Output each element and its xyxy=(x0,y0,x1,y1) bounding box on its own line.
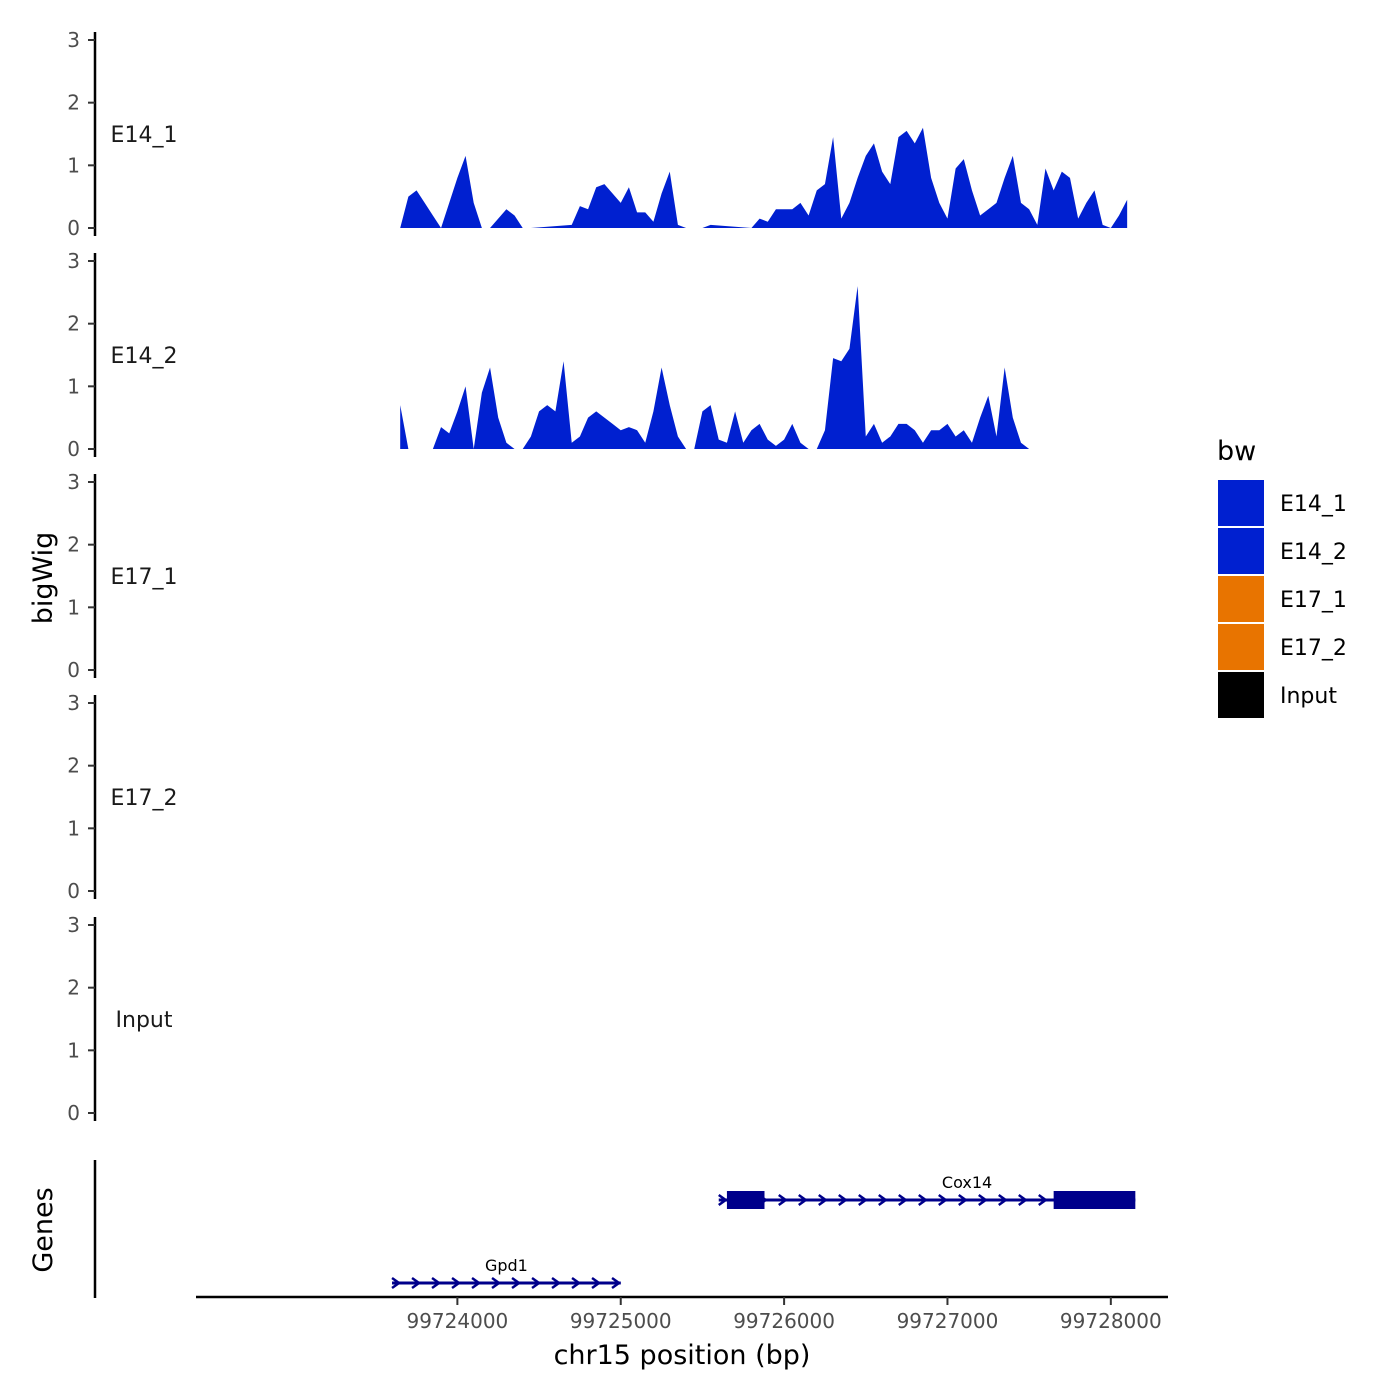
track-label: Input xyxy=(116,1008,173,1033)
x-axis-title: chr15 position (bp) xyxy=(554,1340,811,1371)
strand-arrow-icon xyxy=(511,1276,522,1290)
track-label: E14_1 xyxy=(111,123,178,148)
y-tick-label: 2 xyxy=(67,312,80,336)
y-tick-label: 0 xyxy=(67,658,80,682)
track-input: 0 1 2 3 Input xyxy=(67,913,173,1125)
legend-swatch xyxy=(1218,480,1264,526)
strand-arrow-icon xyxy=(531,1276,542,1290)
legend-swatch xyxy=(1218,672,1264,718)
track-label: E17_1 xyxy=(111,565,178,590)
strand-arrow-icon xyxy=(1018,1193,1028,1207)
strand-arrow-icon xyxy=(878,1193,888,1207)
legend: bw E14_1 E14_2 E17_1 E17_2 Input xyxy=(1217,436,1347,718)
y-tick-label: 3 xyxy=(67,470,80,494)
y-tick-label: 1 xyxy=(67,595,80,619)
x-tick-label: 99727000 xyxy=(897,1309,999,1333)
strand-arrow-icon xyxy=(858,1193,868,1207)
strand-arrow-icon xyxy=(611,1276,622,1290)
strand-arrow-icon xyxy=(411,1276,422,1290)
y-tick-label: 3 xyxy=(67,28,80,52)
y-tick-label: 3 xyxy=(67,249,80,273)
legend-label: E17_2 xyxy=(1280,636,1347,661)
track-e14_1: 0 1 2 3 E14_1 xyxy=(67,28,1128,240)
x-tick-label: 99726000 xyxy=(733,1309,835,1333)
y-tick-label: 2 xyxy=(67,533,80,557)
gene-label: Gpd1 xyxy=(485,1256,528,1275)
y-tick-label: 0 xyxy=(67,437,80,461)
strand-arrow-icon xyxy=(838,1193,848,1207)
y-axis-title: bigWig xyxy=(28,532,59,625)
gene-exon xyxy=(1053,1191,1136,1209)
strand-arrow-icon xyxy=(1038,1193,1048,1207)
legend-swatch xyxy=(1218,576,1264,622)
y-tick-label: 0 xyxy=(67,1101,80,1125)
x-tick-label: 99725000 xyxy=(570,1309,672,1333)
strand-arrow-icon xyxy=(818,1193,828,1207)
legend-label: E17_1 xyxy=(1280,588,1347,613)
y-tick-label: 0 xyxy=(67,879,80,903)
y-tick-label: 0 xyxy=(67,216,80,240)
legend-label: Input xyxy=(1280,684,1337,709)
legend-entry-input: Input xyxy=(1218,672,1337,718)
gene-track: Cox14 Gpd1 xyxy=(93,1160,1136,1298)
gene-label: Cox14 xyxy=(942,1173,992,1192)
signal-tracks: 0 1 2 3 E14_1 0 1 2 3 E14_2 0 1 2 3 E17_1 0 1 2 3 E17_2 0 1 2 3… xyxy=(67,28,1128,1125)
legend-entry-e14_2: E14_2 xyxy=(1218,528,1347,574)
strand-arrow-icon xyxy=(718,1193,728,1207)
legend-entry-e17_1: E17_1 xyxy=(1218,576,1347,622)
y-tick-label: 2 xyxy=(67,976,80,1000)
strand-arrow-icon xyxy=(778,1193,788,1207)
legend-label: E14_2 xyxy=(1280,540,1347,565)
track-signal-area xyxy=(400,127,1128,228)
legend-entry-e14_1: E14_1 xyxy=(1218,480,1347,526)
track-e17_1: 0 1 2 3 E17_1 xyxy=(67,470,177,682)
strand-arrow-icon xyxy=(431,1276,442,1290)
y-tick-label: 2 xyxy=(67,91,80,115)
y-tick-label: 3 xyxy=(67,913,80,937)
genes-axis-title: Genes xyxy=(28,1187,59,1272)
y-tick-label: 3 xyxy=(67,691,80,715)
y-tick-label: 2 xyxy=(67,754,80,778)
strand-arrow-icon xyxy=(591,1276,602,1290)
legend-entry-e17_2: E17_2 xyxy=(1218,624,1347,670)
legend-swatch xyxy=(1218,624,1264,670)
x-tick-label: 99728000 xyxy=(1060,1309,1162,1333)
y-tick-label: 1 xyxy=(67,374,80,398)
strand-arrow-icon xyxy=(391,1276,402,1290)
y-tick-label: 1 xyxy=(67,816,80,840)
track-signal-area xyxy=(400,286,1128,449)
strand-arrow-icon xyxy=(978,1193,988,1207)
strand-arrow-icon xyxy=(471,1276,482,1290)
x-tick-label: 99724000 xyxy=(406,1309,508,1333)
strand-arrow-icon xyxy=(998,1193,1008,1207)
x-axis: 99724000 99725000 99726000 99727000 99728000 xyxy=(196,1295,1168,1333)
strand-arrow-icon xyxy=(491,1276,502,1290)
track-label: E14_2 xyxy=(111,344,178,369)
track-e17_2: 0 1 2 3 E17_2 xyxy=(67,691,177,903)
y-tick-label: 1 xyxy=(67,1038,80,1062)
strand-arrow-icon xyxy=(571,1276,582,1290)
legend-title: bw xyxy=(1217,436,1256,467)
legend-swatch xyxy=(1218,528,1264,574)
gene-cox14: Cox14 xyxy=(718,1173,1136,1209)
strand-arrow-icon xyxy=(958,1193,968,1207)
strand-arrow-icon xyxy=(451,1276,462,1290)
y-tick-label: 1 xyxy=(67,153,80,177)
gene-exon xyxy=(726,1191,765,1209)
gene-gpd1: Gpd1 xyxy=(391,1256,622,1290)
strand-arrow-icon xyxy=(938,1193,948,1207)
legend-label: E14_1 xyxy=(1280,492,1347,517)
strand-arrow-icon xyxy=(898,1193,908,1207)
strand-arrow-icon xyxy=(918,1193,928,1207)
strand-arrow-icon xyxy=(551,1276,562,1290)
track-label: E17_2 xyxy=(111,786,178,811)
strand-arrow-icon xyxy=(798,1193,808,1207)
track-e14_2: 0 1 2 3 E14_2 xyxy=(67,249,1128,461)
